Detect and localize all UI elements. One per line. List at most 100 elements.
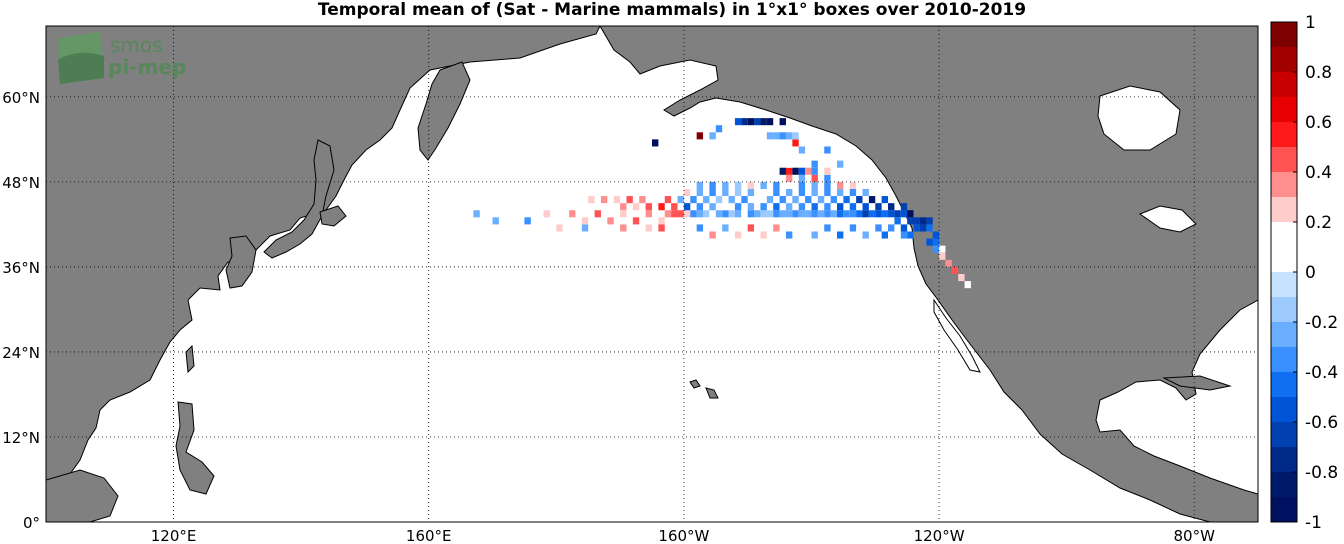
data-cell (715, 125, 723, 133)
data-cell (709, 203, 716, 211)
hokkaido-island (319, 205, 347, 227)
data-cell (843, 210, 850, 218)
data-cell (792, 167, 799, 175)
data-cell (773, 203, 780, 211)
data-cell (747, 203, 755, 211)
data-cell (945, 259, 952, 267)
data-cell (805, 167, 812, 175)
data-cell (875, 203, 882, 211)
data-cell (932, 231, 940, 239)
colorbar-tick-label: -0.6 (1305, 413, 1338, 433)
data-cell (862, 203, 869, 211)
data-cell (964, 281, 971, 289)
map-title: Temporal mean of (Sat - Marine mammals) … (317, 0, 1027, 20)
data-cell (664, 196, 672, 204)
latitude-labels: 0° 12°N 24°N 36°N 48°N 60°N (2, 89, 40, 532)
data-cell (671, 203, 678, 211)
data-cell (696, 132, 704, 140)
data-cell (709, 181, 716, 189)
data-cell (836, 160, 844, 168)
borneo-island (46, 469, 119, 522)
data-cell (932, 245, 940, 253)
data-cell (785, 181, 793, 189)
data-cell (734, 188, 742, 197)
colorbar-tick-label: 0.2 (1305, 213, 1332, 233)
longitude-labels: 120°E 160°E 160°W 120°W 80°W (151, 527, 1215, 544)
data-cell (792, 210, 799, 218)
data-cell (754, 196, 761, 204)
north-america-landmass (599, 26, 1258, 522)
data-cell (798, 174, 806, 182)
colorbar-tick-label: 0.8 (1305, 63, 1332, 83)
data-cell (785, 210, 793, 218)
data-cell (773, 188, 780, 197)
data-cell (798, 181, 806, 189)
data-cell (658, 203, 665, 211)
data-cell (894, 217, 901, 225)
data-cell (652, 196, 659, 204)
data-cell (524, 217, 531, 225)
data-cell (664, 210, 672, 218)
data-cell (683, 210, 691, 218)
data-cell (766, 132, 774, 140)
data-cell (811, 210, 818, 218)
colorbar-swatch (1271, 397, 1297, 423)
data-cell (709, 231, 716, 239)
colorbar-tick-label: 1 (1305, 13, 1316, 33)
longitude-label: 120°E (151, 527, 197, 544)
colorbar-swatch (1271, 497, 1297, 523)
data-cell (958, 274, 965, 282)
data-cell (875, 224, 882, 232)
data-cell (543, 210, 550, 218)
data-cell (792, 196, 799, 204)
data-cell (919, 224, 927, 232)
data-cell (766, 210, 774, 218)
data-cell (658, 217, 665, 225)
hawaii-islands (689, 379, 719, 399)
colorbar: 1 0.8 0.6 0.4 0.2 0 -0.2 -0.4 -0.6 -0.8 -1 (1270, 13, 1338, 533)
data-cell (798, 210, 806, 218)
data-cell (645, 210, 652, 218)
data-cell (569, 210, 576, 218)
data-cell (824, 210, 831, 218)
data-cell (722, 188, 729, 197)
colorbar-swatch (1271, 422, 1297, 448)
data-cell (817, 139, 825, 147)
colorbar-swatch (1271, 247, 1297, 273)
data-cell (875, 210, 882, 218)
data-cell (785, 188, 793, 197)
data-cell (785, 160, 793, 168)
data-cell (747, 118, 755, 126)
longitude-label: 120°W (914, 527, 965, 544)
data-cell (773, 210, 780, 218)
data-cell (658, 224, 665, 232)
data-cell (811, 231, 818, 239)
data-cell (926, 238, 933, 246)
data-cell (734, 203, 742, 211)
data-cell (671, 210, 678, 218)
kamchatka-peninsula (417, 61, 471, 161)
data-cell (747, 224, 755, 232)
data-cell (836, 188, 844, 197)
data-cell (900, 203, 908, 211)
colorbar-swatch (1271, 197, 1297, 223)
data-cell (856, 210, 863, 218)
data-cell (856, 196, 863, 204)
data-cell (932, 238, 940, 246)
latitude-label: 12°N (2, 429, 40, 447)
data-cell (811, 188, 818, 197)
data-cell (741, 210, 748, 218)
data-cell (766, 196, 774, 204)
latitude-label: 48°N (2, 174, 40, 192)
data-cell (677, 210, 684, 218)
data-cell (773, 153, 780, 161)
data-cell (645, 224, 652, 232)
data-cell (754, 118, 761, 126)
latitude-label: 24°N (2, 344, 40, 362)
data-cell (907, 231, 914, 239)
data-cell (939, 245, 946, 253)
data-cell (696, 203, 704, 211)
colorbar-swatch (1271, 47, 1297, 73)
data-cell (760, 231, 767, 239)
